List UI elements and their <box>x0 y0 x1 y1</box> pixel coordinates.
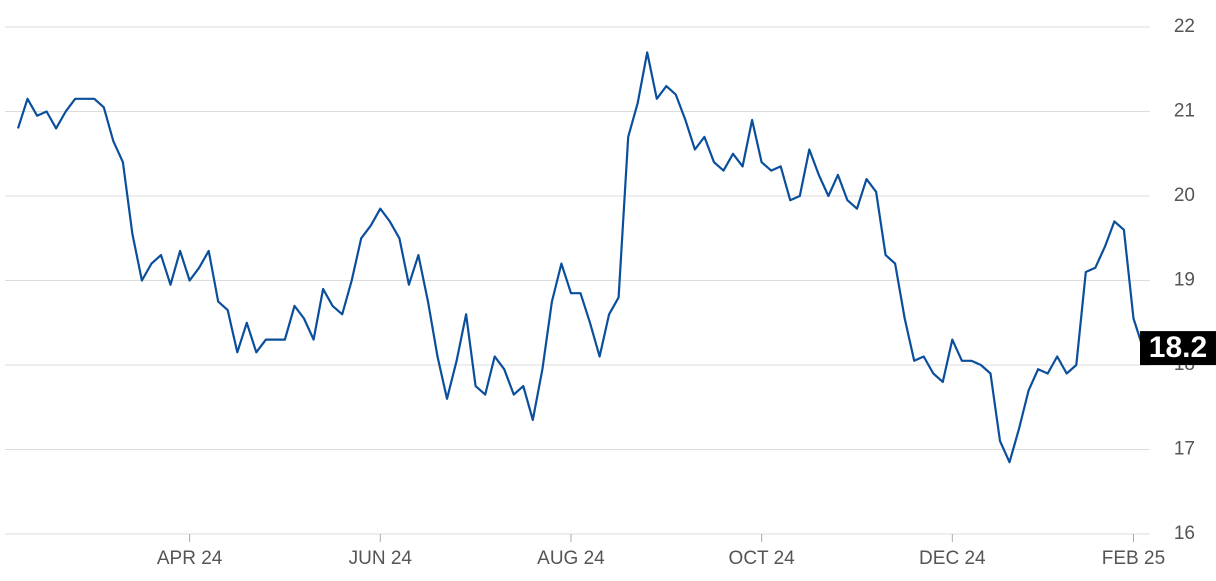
x-tick-label: AUG 24 <box>537 548 605 569</box>
last-value-label: 18.2 <box>1149 331 1207 364</box>
x-tick-label: DEC 24 <box>919 548 986 569</box>
y-tick-label: 22 <box>1174 16 1195 37</box>
y-tick-label: 19 <box>1174 270 1195 291</box>
y-tick-label: 17 <box>1174 439 1195 460</box>
x-tick-label: OCT 24 <box>729 548 796 569</box>
last-value-box <box>1140 331 1216 366</box>
price-line <box>16 51 1145 464</box>
y-tick-label: 16 <box>1174 523 1195 544</box>
x-tick-label: APR 24 <box>157 548 223 569</box>
x-tick-label: JUN 24 <box>349 548 413 569</box>
x-tick-label: FEB 25 <box>1102 548 1165 569</box>
y-tick-label: 21 <box>1174 101 1195 122</box>
y-tick-label: 20 <box>1174 185 1195 206</box>
